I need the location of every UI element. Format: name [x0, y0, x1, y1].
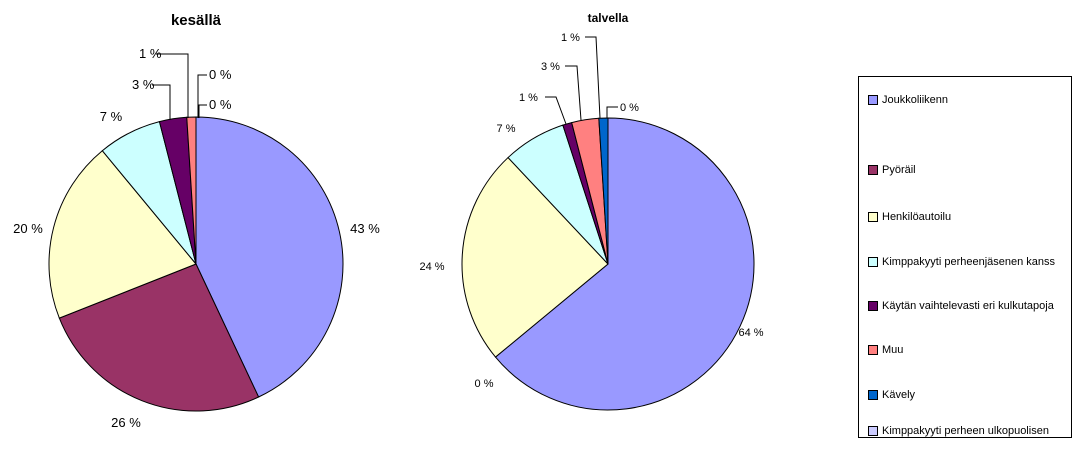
legend-label: Kimppakyyti perheen ulkopuolisen: [882, 425, 1049, 437]
pie-slice: [186, 116, 197, 265]
pie-slice: [195, 116, 344, 398]
legend-label: Joukkoliikenn: [882, 94, 949, 106]
chart-title-summer: kesällä: [171, 12, 222, 29]
data-label: 20 %: [13, 221, 43, 236]
legend-label: Muu: [882, 344, 904, 356]
leader-line: [565, 65, 582, 121]
data-label: 26 %: [111, 415, 141, 430]
leader-line: [198, 104, 207, 118]
legend-swatch: [868, 301, 878, 311]
chart-title-winter: talvella: [588, 11, 629, 25]
legend-item: Käytän vaihtelevasti eri kulkutapoja: [868, 297, 1068, 315]
pie-slice: [58, 263, 260, 412]
legend-item: Kimppakyyti perheen ulkopuolisen: [868, 422, 1068, 440]
data-label: 24 %: [419, 261, 444, 273]
pie-slice: [598, 117, 609, 265]
data-label: 3 %: [541, 61, 560, 73]
data-label: 64 %: [738, 327, 763, 339]
data-label: 43 %: [350, 221, 380, 236]
legend-swatch: [868, 426, 878, 436]
data-label: 0 %: [475, 378, 494, 390]
legend-item: Muu: [868, 341, 1068, 359]
data-label: 0 %: [620, 102, 639, 114]
data-label: 3 %: [132, 77, 155, 92]
data-label: 0 %: [209, 97, 232, 112]
pie-slice: [48, 150, 197, 319]
legend-item: Kävely: [868, 386, 1068, 404]
data-label: 1 %: [561, 32, 580, 44]
data-label: 7 %: [100, 109, 123, 124]
pie-winter: 64 % 0 % 24 % 7 % 1 % 3 % 1 % 0 %: [419, 32, 764, 411]
pie-slice: [494, 117, 755, 411]
leader-line: [197, 74, 207, 118]
leader-line: [156, 53, 189, 118]
legend-label: Henkilöautoilu: [882, 211, 952, 223]
legend: Joukkoliikenn Pyöräil Henkilöautoilu Kim…: [858, 76, 1072, 438]
data-label: 1 %: [139, 46, 162, 61]
legend-item: Joukkoliikenn: [868, 91, 1068, 109]
legend-swatch: [868, 165, 878, 175]
legend-item: Kimppakyyti perheenjäsenen kanss: [868, 253, 1068, 271]
data-label: 0 %: [209, 67, 232, 82]
legend-label: Pyöräil: [882, 164, 916, 176]
leader-line: [152, 84, 171, 120]
leader-line: [606, 106, 618, 118]
data-label: 1 %: [519, 92, 538, 104]
leader-line: [585, 36, 601, 119]
legend-label: Kimppakyyti perheenjäsenen kanss: [882, 256, 1056, 268]
legend-swatch: [868, 212, 878, 222]
leader-line: [545, 96, 567, 125]
data-label: 7 %: [497, 123, 516, 135]
pie-slice: [461, 156, 609, 358]
pie-summer: 43 % 26 % 20 % 7 % 3 % 1 % 0 % 0 %: [13, 46, 380, 430]
legend-label: Käytän vaihtelevasti eri kulkutapoja: [882, 300, 1054, 312]
legend-item: Henkilöautoilu: [868, 208, 1068, 226]
legend-label: Kävely: [882, 389, 916, 401]
legend-swatch: [868, 95, 878, 105]
legend-swatch: [868, 257, 878, 267]
legend-swatch: [868, 345, 878, 355]
legend-swatch: [868, 390, 878, 400]
legend-item: Pyöräil: [868, 161, 1068, 179]
